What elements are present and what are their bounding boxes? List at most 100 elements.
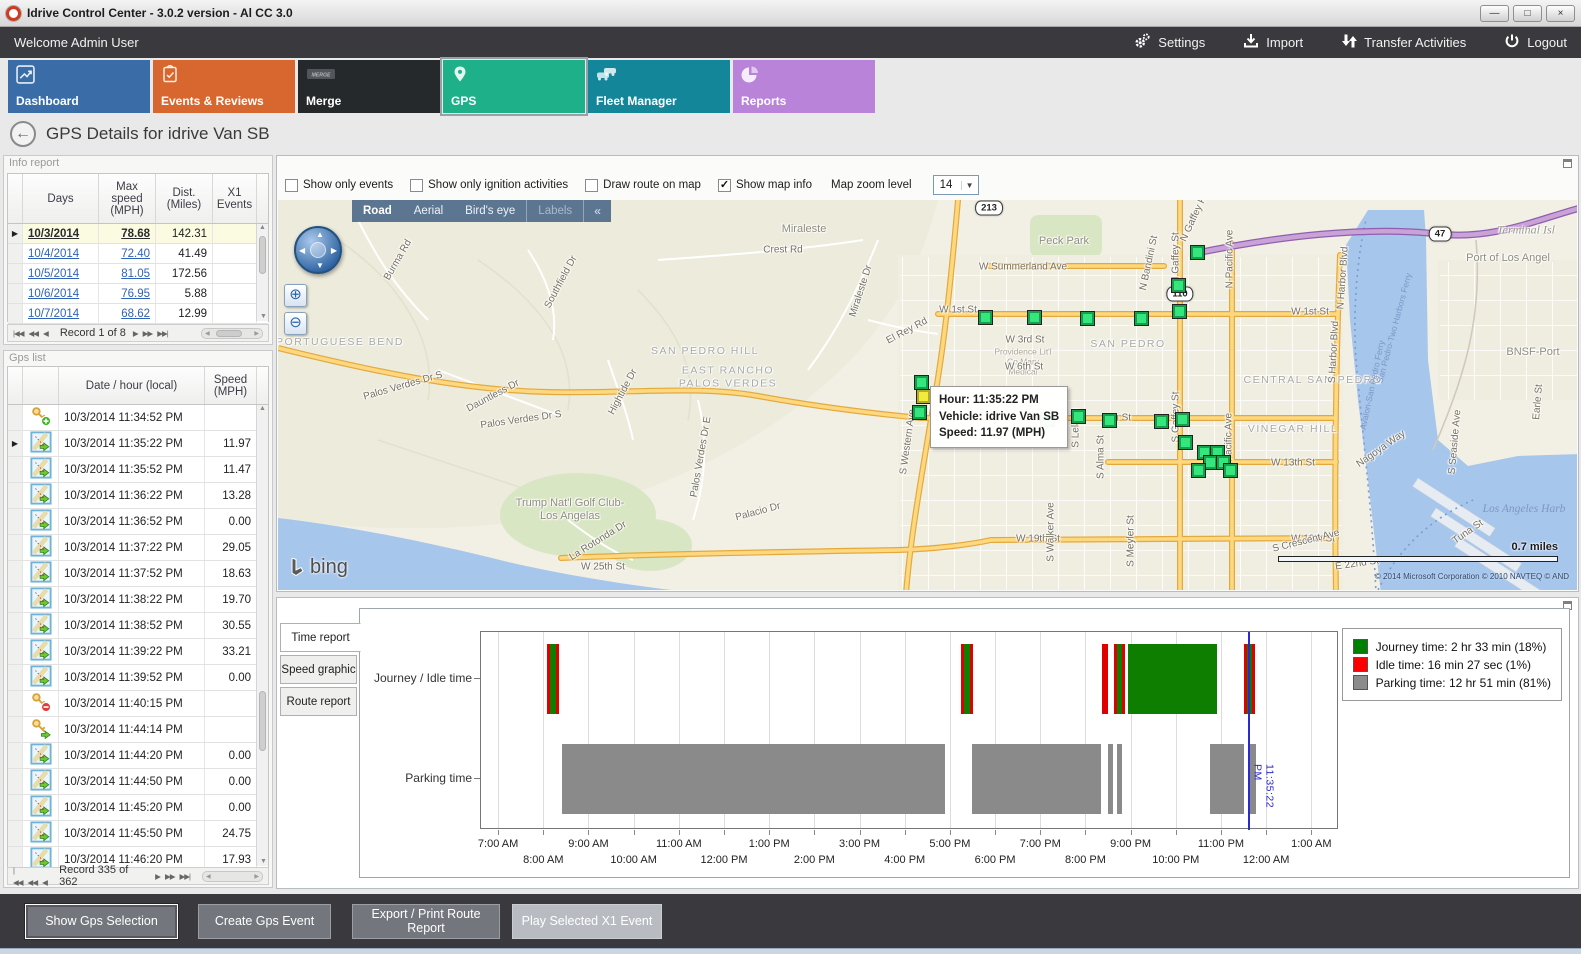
gps-marker[interactable] <box>1178 435 1193 450</box>
map-style-aerial[interactable]: Aerial <box>413 205 444 217</box>
pager-next-icon[interactable]: ▶▶ <box>142 329 154 338</box>
back-button[interactable]: ← <box>10 121 36 147</box>
map-style-labels[interactable]: Labels <box>526 200 585 222</box>
cell-max-speed[interactable]: 81.05 <box>99 264 156 283</box>
gps-marker-selected[interactable] <box>916 389 931 404</box>
checkbox-box[interactable] <box>285 178 298 192</box>
map-zoom-out-button[interactable]: ⊖ <box>284 312 307 335</box>
pager-prev-icons[interactable]: |◀◀ ◀◀ ◀ <box>13 327 53 339</box>
info-report-row[interactable]: 10/7/2014 68.62 12.99 <box>8 304 268 324</box>
pager-next-icon[interactable]: ▶▶| <box>157 329 169 338</box>
pager-prev-icon[interactable]: |◀◀ <box>13 329 25 338</box>
gps-marker[interactable] <box>1223 463 1238 478</box>
scroll-down-icon[interactable]: ▼ <box>260 858 267 865</box>
scroll-thumb[interactable] <box>259 690 266 751</box>
info-report-row[interactable]: 10/4/2014 72.40 41.49 <box>8 244 268 264</box>
close-button[interactable]: × <box>1546 4 1575 22</box>
minimize-button[interactable]: — <box>1480 4 1509 22</box>
gps-list-row[interactable]: 10/3/2014 11:45:20 PM 0.00 <box>8 795 268 821</box>
checkbox-show-only-ignition-activities[interactable]: Show only ignition activities <box>410 178 568 192</box>
days-link[interactable]: 10/5/2014 <box>28 267 80 280</box>
pager-prev-icon[interactable]: ◀ <box>43 329 49 338</box>
pager-horizontal-scrollbar[interactable]: ◀ ▶ <box>201 327 263 339</box>
hscroll-thumb[interactable] <box>216 329 242 337</box>
footer-button-export-print-route-report[interactable]: Export / Print Route Report <box>352 903 500 939</box>
gps-list-row[interactable]: 10/3/2014 11:34:52 PM <box>8 405 268 431</box>
gps-marker[interactable] <box>1175 412 1190 427</box>
tab-speed-graphic[interactable]: Speed graphic <box>280 655 357 684</box>
tab-route-report[interactable]: Route report <box>280 687 357 716</box>
days-link[interactable]: 10/4/2014 <box>28 247 80 260</box>
days-link[interactable]: 10/6/2014 <box>28 287 80 300</box>
checkbox-box[interactable] <box>585 178 599 192</box>
gps-list-row[interactable]: 10/3/2014 11:38:52 PM 30.55 <box>8 613 268 639</box>
gps-list-row[interactable]: 10/3/2014 11:39:52 PM 0.00 <box>8 665 268 691</box>
checkbox-box[interactable] <box>410 178 424 192</box>
map-canvas[interactable]: Miraleste Peck Park W Summerland Ave N Gaff… <box>278 200 1577 590</box>
checkbox-show-map-info[interactable]: ✓ Show map info <box>717 178 812 192</box>
topbar-action-import[interactable]: Import <box>1243 33 1303 52</box>
nav-tile-dashboard[interactable]: Dashboard <box>8 60 150 113</box>
gps-list-row[interactable]: 10/3/2014 11:38:22 PM 19.70 <box>8 587 268 613</box>
scroll-up-icon[interactable]: ▲ <box>259 224 266 231</box>
cell-days[interactable]: 10/3/2014 <box>23 224 99 243</box>
maximize-button[interactable]: □ <box>1513 4 1542 22</box>
gps-marker[interactable] <box>1172 304 1187 319</box>
nav-tile-merge[interactable]: MERGE Merge <box>298 60 440 113</box>
pager-next-icon[interactable]: ▶▶ <box>164 872 176 881</box>
checkbox-show-only-events[interactable]: Show only events <box>285 178 393 192</box>
nav-tile-gps[interactable]: GPS <box>440 57 588 116</box>
gps-list-row[interactable]: ▶ 10/3/2014 11:35:22 PM 11.97 <box>8 431 268 457</box>
gps-marker[interactable] <box>912 405 927 420</box>
info-report-row[interactable]: 10/6/2014 76.95 5.88 <box>8 284 268 304</box>
gps-list-row[interactable]: 10/3/2014 11:40:15 PM <box>8 691 268 717</box>
gps-list-row[interactable]: 10/3/2014 11:44:20 PM 0.00 <box>8 743 268 769</box>
scroll-up-icon[interactable]: ▲ <box>259 405 266 412</box>
nav-tile-fleet-manager[interactable]: Fleet Manager <box>588 60 730 113</box>
max-speed-link[interactable]: 68.62 <box>121 307 150 320</box>
column-header-3[interactable]: X1 Events <box>213 174 257 223</box>
checkbox-box[interactable]: ✓ <box>717 178 731 192</box>
pager-prev-icon[interactable]: ◀◀ <box>28 329 39 338</box>
pager-next-icon[interactable]: ▶ <box>132 329 139 338</box>
cell-days[interactable]: 10/7/2014 <box>23 304 99 323</box>
footer-button-create-gps-event[interactable]: Create Gps Event <box>198 903 331 939</box>
gps-vertical-scrollbar[interactable]: ▲ ▼ <box>256 405 268 866</box>
map-style-road[interactable]: Road <box>363 205 392 217</box>
gps-list-row[interactable]: 10/3/2014 11:39:22 PM 33.21 <box>8 639 268 665</box>
gps-marker[interactable] <box>1191 463 1206 478</box>
topbar-action-settings[interactable]: Settings <box>1133 32 1205 53</box>
pager-prev-icon[interactable]: ◀ <box>42 878 48 887</box>
cell-max-speed[interactable]: 76.95 <box>99 284 156 303</box>
pager-prev-icon[interactable]: ◀◀ <box>27 878 39 887</box>
nav-tile-events-reviews[interactable]: Events & Reviews <box>153 60 295 113</box>
footer-button-show-gps-selection[interactable]: Show Gps Selection <box>25 903 178 939</box>
scroll-down-icon[interactable]: ▼ <box>260 313 267 320</box>
column-header-0[interactable]: Days <box>23 174 99 223</box>
nav-tile-reports[interactable]: Reports <box>733 60 875 113</box>
checkbox-draw-route-on-map[interactable]: Draw route on map <box>585 178 701 192</box>
cell-max-speed[interactable]: 68.62 <box>99 304 156 323</box>
gps-list-row[interactable]: 10/3/2014 11:36:22 PM 13.28 <box>8 483 268 509</box>
gps-marker[interactable] <box>1154 414 1169 429</box>
gps-list-row[interactable]: 10/3/2014 11:36:52 PM 0.00 <box>8 509 268 535</box>
tab-time-report[interactable]: Time report <box>280 623 361 652</box>
gps-list-row[interactable]: 10/3/2014 11:35:52 PM 11.47 <box>8 457 268 483</box>
pager-next-icons[interactable]: ▶ ▶▶ ▶▶| <box>155 870 195 882</box>
column-header-1[interactable]: Speed (MPH) <box>205 367 257 404</box>
column-header-2[interactable]: Dist. (Miles) <box>156 174 213 223</box>
column-header-1[interactable]: Max speed (MPH) <box>99 174 156 223</box>
gps-marker[interactable] <box>1171 278 1186 293</box>
gps-list-row[interactable]: 10/3/2014 11:44:14 PM <box>8 717 268 743</box>
pager-next-icon[interactable]: ▶ <box>155 872 161 881</box>
gps-marker[interactable] <box>1102 413 1117 428</box>
gps-list-row[interactable]: 10/3/2014 11:37:52 PM 18.63 <box>8 561 268 587</box>
gps-marker[interactable] <box>1080 311 1095 326</box>
map-style-bird-s-eye[interactable]: Bird's eye <box>465 205 516 217</box>
topbar-action-transfer-activities[interactable]: Transfer Activities <box>1341 33 1466 52</box>
map-compass-control[interactable]: ▲ ▼ ◀ ▶ <box>294 226 342 274</box>
gps-list-row[interactable]: 10/3/2014 11:44:50 PM 0.00 <box>8 769 268 795</box>
pager-prev-icons[interactable]: |◀◀ ◀◀ ◀ <box>13 864 52 888</box>
map-zoom-in-button[interactable]: ⊕ <box>284 284 307 307</box>
max-speed-link[interactable]: 78.68 <box>121 227 150 240</box>
